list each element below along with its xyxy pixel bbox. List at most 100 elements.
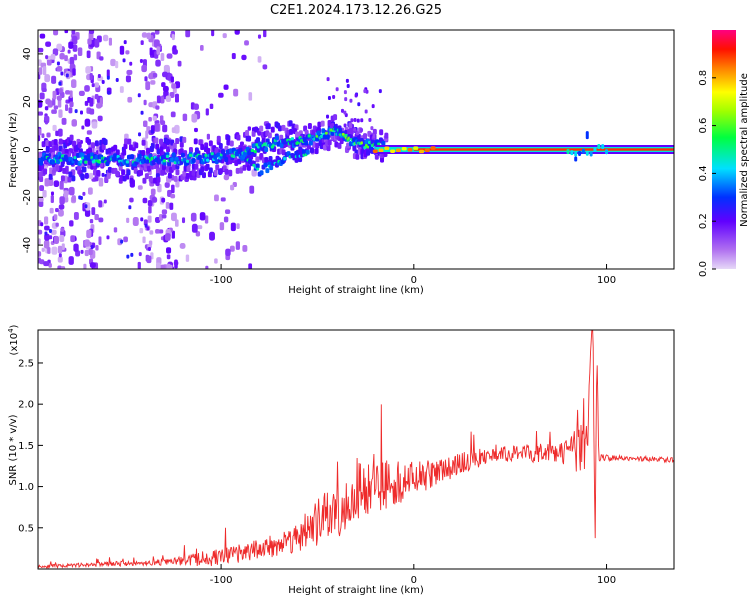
spectrogram-cell <box>228 169 233 177</box>
snr-x-ticks: -100 0 100 <box>210 564 616 586</box>
spectrogram-cell <box>200 166 205 173</box>
spectrogram-cell <box>164 233 171 241</box>
snr-series-line <box>38 330 674 569</box>
spectrogram-cell <box>337 142 342 149</box>
spectrogram-cell <box>60 227 65 232</box>
spectrogram-cell <box>89 97 94 107</box>
spectrogram-cell <box>80 173 85 180</box>
spectrogram-cell <box>191 113 198 123</box>
spectrogram-cell <box>355 153 360 160</box>
spectrogram-cell <box>165 95 172 102</box>
snr-x-tick-label: 100 <box>597 575 616 586</box>
spectrogram-cell <box>230 222 236 232</box>
spectrogram-cell <box>147 200 153 207</box>
spectrogram-cell <box>74 109 78 114</box>
spectrogram-cell <box>120 239 124 244</box>
spectrogram-cell <box>221 149 226 155</box>
spectrogram-cell <box>348 122 353 129</box>
spectrogram-cell <box>314 148 319 155</box>
spectrogram-cell <box>250 148 254 153</box>
spectrogram-cell <box>126 169 131 176</box>
spectrogram-cell <box>56 95 62 101</box>
spectrogram-cell <box>76 152 81 158</box>
spectrogram-cell <box>160 96 165 104</box>
snr-scale-factor: (x104) <box>7 324 20 355</box>
spectrogram-cell <box>69 220 74 227</box>
spectrogram-cell <box>45 139 50 146</box>
spectrogram-cell <box>200 45 204 51</box>
spectrogram-cell <box>41 133 45 139</box>
spectrogram-cell <box>377 142 381 146</box>
spectrogram-cell <box>153 177 158 184</box>
spectrogram-cell <box>204 153 208 157</box>
spectrogram-cell <box>307 134 311 138</box>
spectrogram-cell <box>413 146 419 150</box>
spectrogram-cell <box>58 88 63 93</box>
spectrogram-cell <box>154 120 160 125</box>
spectrogram-cell <box>320 120 325 127</box>
spectrogram-cell <box>39 185 45 191</box>
spectrogram-cell <box>152 115 157 121</box>
spectrogram-cell <box>42 66 47 76</box>
svg-text:(x104): (x104) <box>7 324 20 355</box>
spectrogram-cell <box>69 56 75 66</box>
spectrogram-cell <box>352 144 357 151</box>
spectrogram-cell <box>193 138 198 145</box>
spectrogram-cell <box>146 226 150 231</box>
spectrogram-cell <box>98 160 102 164</box>
spectrogram-cell <box>68 107 73 114</box>
spectrogram-cell <box>430 146 436 150</box>
spectrogram-cell <box>171 34 175 41</box>
spectrogram-cell <box>263 30 267 38</box>
spectrogram-cell <box>159 138 164 145</box>
spectrogram-cell <box>115 170 120 177</box>
spectrogram-cell <box>170 193 176 199</box>
spectrogram-cell <box>82 191 86 196</box>
colorbar-label: Normalized spectral amplitude <box>739 73 750 227</box>
spectrogram-cell <box>233 88 239 97</box>
spectrogram-cell <box>63 190 69 198</box>
spectrogram-cell <box>87 138 92 145</box>
spectrogram-cell <box>44 231 48 236</box>
spectrogram-cell <box>171 164 176 171</box>
spectrogram-cell <box>224 168 229 175</box>
spectrogram-cell <box>140 110 144 115</box>
spectrogram-cell <box>419 149 425 154</box>
spectrogram-cell <box>229 140 234 147</box>
spectrogram-cell <box>146 32 152 40</box>
spectrogram-y-tick-label: 20 <box>22 95 33 108</box>
spectrogram-cell <box>249 185 255 194</box>
spectrogram-cell <box>214 147 219 154</box>
spectrogram-cell <box>38 135 41 142</box>
snr-y-tick-label: 2.5 <box>18 358 34 369</box>
spectrogram-cell <box>49 235 53 240</box>
spectrogram-cell <box>58 209 64 217</box>
spectrogram-cell <box>52 124 57 132</box>
spectrogram-cell <box>71 175 76 182</box>
spectrogram-cell <box>126 254 130 259</box>
spectrogram-cell <box>48 173 53 180</box>
spectrogram-cell <box>53 139 58 146</box>
spectrogram-cell <box>52 90 57 100</box>
spectrogram-cell <box>257 34 262 39</box>
spectrogram-cell <box>154 30 160 35</box>
spectrogram-cell <box>52 48 59 56</box>
spectrogram-cell <box>145 130 149 139</box>
spectrogram-cell <box>216 135 221 142</box>
spectrogram-cell <box>585 150 589 156</box>
spectrogram-cell <box>149 146 154 153</box>
spectrogram-cell <box>143 120 148 128</box>
spectrogram-cell <box>96 170 101 177</box>
spectrogram-cell <box>127 96 133 103</box>
spectrogram-cell <box>316 130 321 136</box>
spectrogram-cell <box>143 99 147 106</box>
spectrogram-cell <box>270 126 275 133</box>
spectrogram-cell <box>155 143 160 150</box>
spectrogram-cell <box>61 148 66 155</box>
spectrogram-cell <box>186 166 191 173</box>
spectrogram-cell <box>45 98 51 105</box>
spectrogram-cell <box>160 52 165 61</box>
spectrogram-cell <box>102 34 109 42</box>
spectrogram-cell <box>343 123 347 128</box>
spectrogram-cell <box>155 229 160 234</box>
